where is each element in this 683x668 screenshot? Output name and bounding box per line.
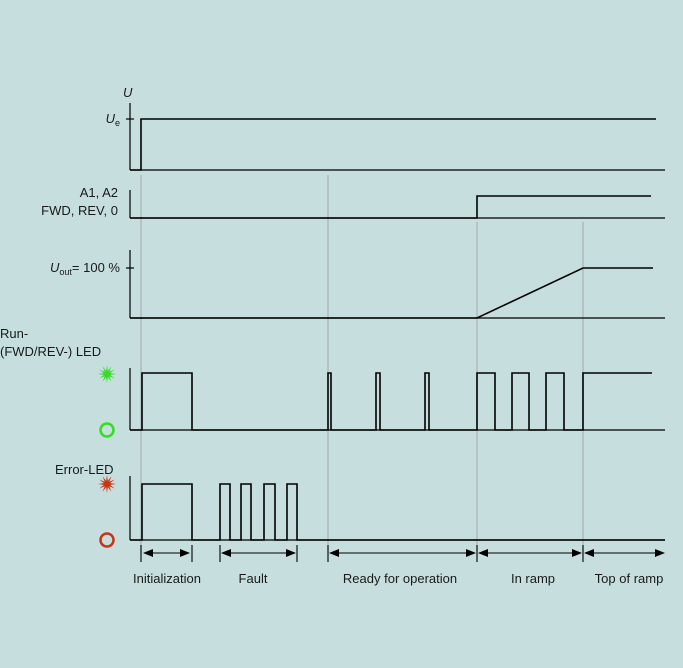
star-burst-shape xyxy=(98,365,116,383)
arrow-fault xyxy=(221,549,296,557)
error-led-label: Error-LED xyxy=(55,462,114,477)
uout-waveform xyxy=(130,267,653,319)
phase-label-ready: Ready for operation xyxy=(343,571,457,586)
arrow-ready xyxy=(329,549,476,557)
a1a2-label-line1: A1, A2 xyxy=(80,185,118,200)
star-burst-shape xyxy=(98,475,116,493)
run-led-waveform xyxy=(130,372,652,431)
star-burst-icon xyxy=(98,475,116,493)
arrow-initialization xyxy=(143,549,190,557)
error-led-waveform xyxy=(130,483,665,541)
ring-icon xyxy=(99,422,115,438)
phase-label-in-ramp: In ramp xyxy=(511,571,555,586)
phase-label-fault: Fault xyxy=(239,571,268,586)
signal-error-led: Error-LED xyxy=(55,462,665,548)
signal-uout: Uout= 100 % xyxy=(50,250,665,319)
u-axis-label: U xyxy=(123,85,133,100)
a1a2-label-line2: FWD, REV, 0 xyxy=(41,203,118,218)
arrow-in-ramp xyxy=(478,549,582,557)
run-led-label-line1: Run- xyxy=(0,326,28,341)
a1a2-waveform xyxy=(130,195,651,219)
arrow-top-of-ramp xyxy=(584,549,665,557)
ring-icon xyxy=(99,532,115,548)
uout-label: Uout= 100 % xyxy=(50,260,120,277)
signal-run-led: Run- (FWD/REV-) LED xyxy=(0,326,665,438)
run-led-label-line2: (FWD/REV-) LED xyxy=(0,344,101,359)
signal-u: U Ue xyxy=(106,85,665,171)
phase-label-initialization: Initialization xyxy=(133,571,201,586)
signal-a1a2: A1, A2 FWD, REV, 0 xyxy=(41,185,665,219)
u-waveform xyxy=(130,118,656,171)
star-burst-icon xyxy=(98,365,116,383)
phase-labels: Initialization Fault Ready for operation… xyxy=(133,571,663,586)
phase-arrows xyxy=(140,545,665,562)
ue-label: Ue xyxy=(106,111,120,128)
phase-label-top-of-ramp: Top of ramp xyxy=(595,571,664,586)
